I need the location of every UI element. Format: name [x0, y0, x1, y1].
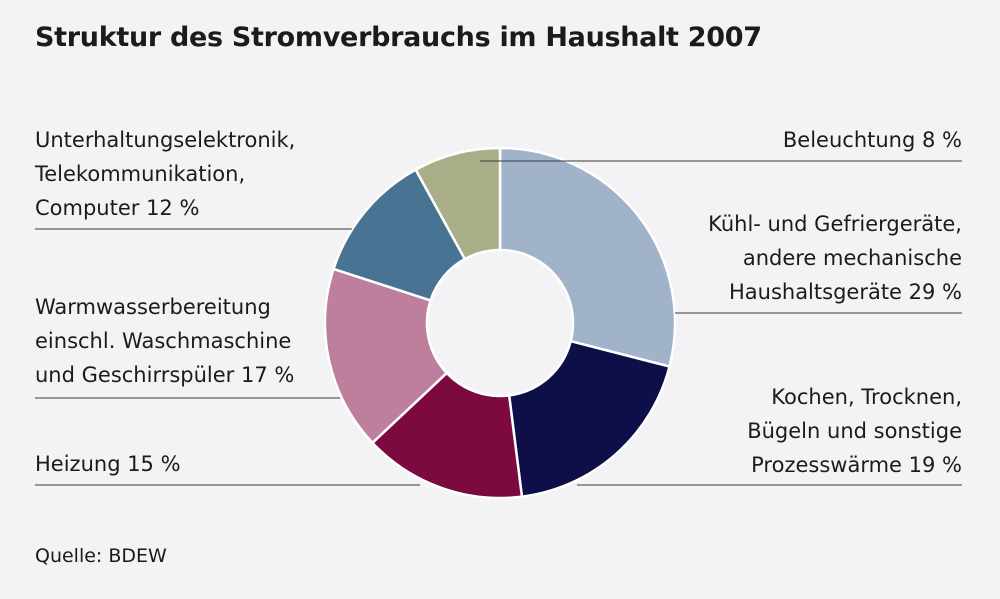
slice-label-line: und Geschirrspüler 17 %	[35, 363, 295, 387]
slice-label-line: Warmwasserbereitung	[35, 295, 271, 319]
slice-label-line: Computer 12 %	[35, 196, 200, 220]
slice-label-line: Beleuchtung 8 %	[782, 128, 962, 152]
slice-label-2: Heizung 15 %	[35, 447, 181, 481]
donut-slice-0	[498, 146, 677, 369]
slice-label-line: Telekommunikation,	[35, 162, 246, 186]
donut-slice-1	[507, 339, 672, 499]
slice-label-line: Heizung 15 %	[35, 452, 181, 476]
slice-label-line: Kochen, Trocknen,	[771, 385, 962, 409]
slice-label-5: Beleuchtung 8 %	[783, 123, 962, 157]
slice-label-line: Bügeln und sonstige	[747, 419, 962, 443]
slice-label-3: Warmwasserbereitung einschl. Waschmaschin…	[35, 290, 294, 392]
slice-label-0: Kühl- und Gefriergeräte, andere mechanisc…	[708, 207, 962, 309]
chart-title: Struktur des Stromverbrauchs im Haushalt…	[35, 22, 762, 53]
slice-label-line: Unterhaltungselektronik,	[35, 128, 296, 152]
slice-label-line: Prozesswärme 19 %	[751, 453, 962, 477]
slice-label-line: Haushaltsgeräte 29 %	[728, 280, 962, 304]
donut-slice-5	[413, 146, 502, 261]
donut-slice-3	[323, 267, 449, 445]
slice-label-line: Kühl- und Gefriergeräte,	[708, 212, 962, 236]
donut-slice-2	[370, 371, 524, 500]
slice-label-line: andere mechanische	[742, 246, 962, 270]
slice-label-line: einschl. Waschmaschine	[35, 329, 292, 353]
slice-label-1: Kochen, Trocknen, Bügeln und sonstige Proz…	[747, 380, 962, 482]
source-note: Quelle: BDEW	[35, 545, 167, 567]
slice-label-4: Unterhaltungselektronik, Telekommunikatio…	[35, 123, 295, 225]
